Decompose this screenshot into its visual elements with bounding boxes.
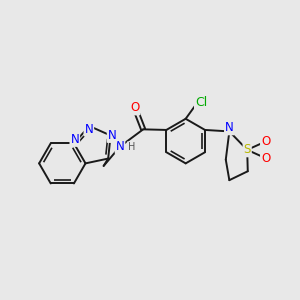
Text: N: N [70, 133, 79, 146]
Text: S: S [244, 143, 251, 156]
Text: O: O [261, 152, 270, 165]
Text: N: N [108, 129, 116, 142]
Text: O: O [130, 101, 140, 114]
Text: H: H [128, 142, 135, 152]
Text: Cl: Cl [195, 96, 207, 109]
Text: O: O [261, 135, 270, 148]
Text: N: N [85, 122, 93, 136]
Text: N: N [225, 122, 234, 134]
Text: N: N [116, 140, 124, 153]
